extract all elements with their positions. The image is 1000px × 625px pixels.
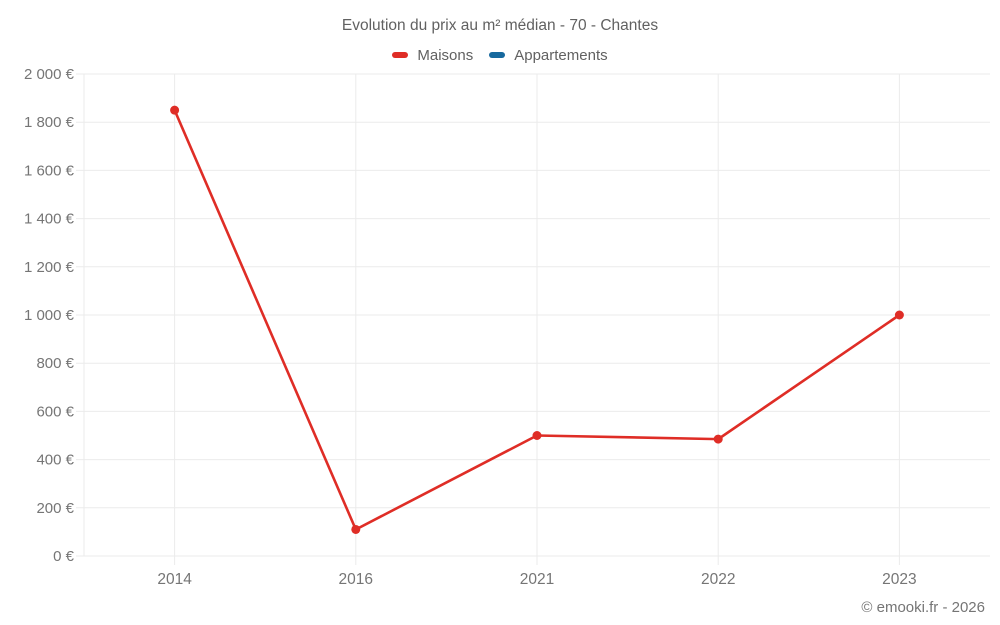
maisons-data-point[interactable] bbox=[713, 434, 723, 444]
x-axis-labels: 2014 2016 2021 2022 2023 bbox=[157, 571, 916, 588]
maisons-data-point[interactable] bbox=[532, 431, 542, 440]
y-tick-label: 1 000 € bbox=[24, 307, 75, 324]
x-tick-label: 2014 bbox=[157, 571, 192, 588]
copyright: © emooki.fr - 2026 bbox=[861, 599, 985, 616]
y-tick-label: 600 € bbox=[36, 403, 74, 420]
y-tick-label: 1 600 € bbox=[24, 162, 75, 179]
legend-label-appartements: Appartements bbox=[514, 46, 608, 64]
y-tick-label: 1 800 € bbox=[24, 114, 75, 131]
y-tick-label: 2 000 € bbox=[24, 66, 75, 83]
maisons-data-point[interactable] bbox=[351, 524, 361, 534]
maisons-legend-swatch-icon bbox=[392, 52, 409, 58]
y-tick-label: 200 € bbox=[36, 500, 74, 517]
y-tick-label: 1 400 € bbox=[24, 211, 75, 228]
appartements-legend-swatch-icon bbox=[489, 52, 506, 58]
y-tick-label: 800 € bbox=[36, 355, 74, 372]
legend-item-appartements[interactable]: Appartements bbox=[489, 46, 608, 64]
y-tick-label: 400 € bbox=[36, 452, 74, 469]
y-tick-label: 0 € bbox=[53, 548, 75, 565]
legend-item-maisons[interactable]: Maisons bbox=[392, 47, 473, 64]
legend-label-maisons: Maisons bbox=[417, 46, 474, 64]
gridlines bbox=[76, 73, 990, 565]
maisons-data-point[interactable] bbox=[170, 105, 180, 115]
x-tick-label: 2016 bbox=[339, 571, 373, 588]
x-tick-label: 2021 bbox=[520, 571, 554, 588]
x-tick-label: 2023 bbox=[882, 571, 916, 588]
x-tick-label: 2022 bbox=[701, 571, 735, 588]
maisons-data-point[interactable] bbox=[894, 310, 904, 320]
y-tick-label: 1 200 € bbox=[24, 259, 75, 276]
chart-legend: Maisons Appartements bbox=[0, 45, 1000, 65]
y-axis-labels: 0 € 200 € 400 € 600 € 800 € 1 000 € 1 200 € 1 4… bbox=[24, 66, 75, 565]
chart-title: Evolution du prix au m² médian - 70 - Ch… bbox=[341, 17, 659, 34]
